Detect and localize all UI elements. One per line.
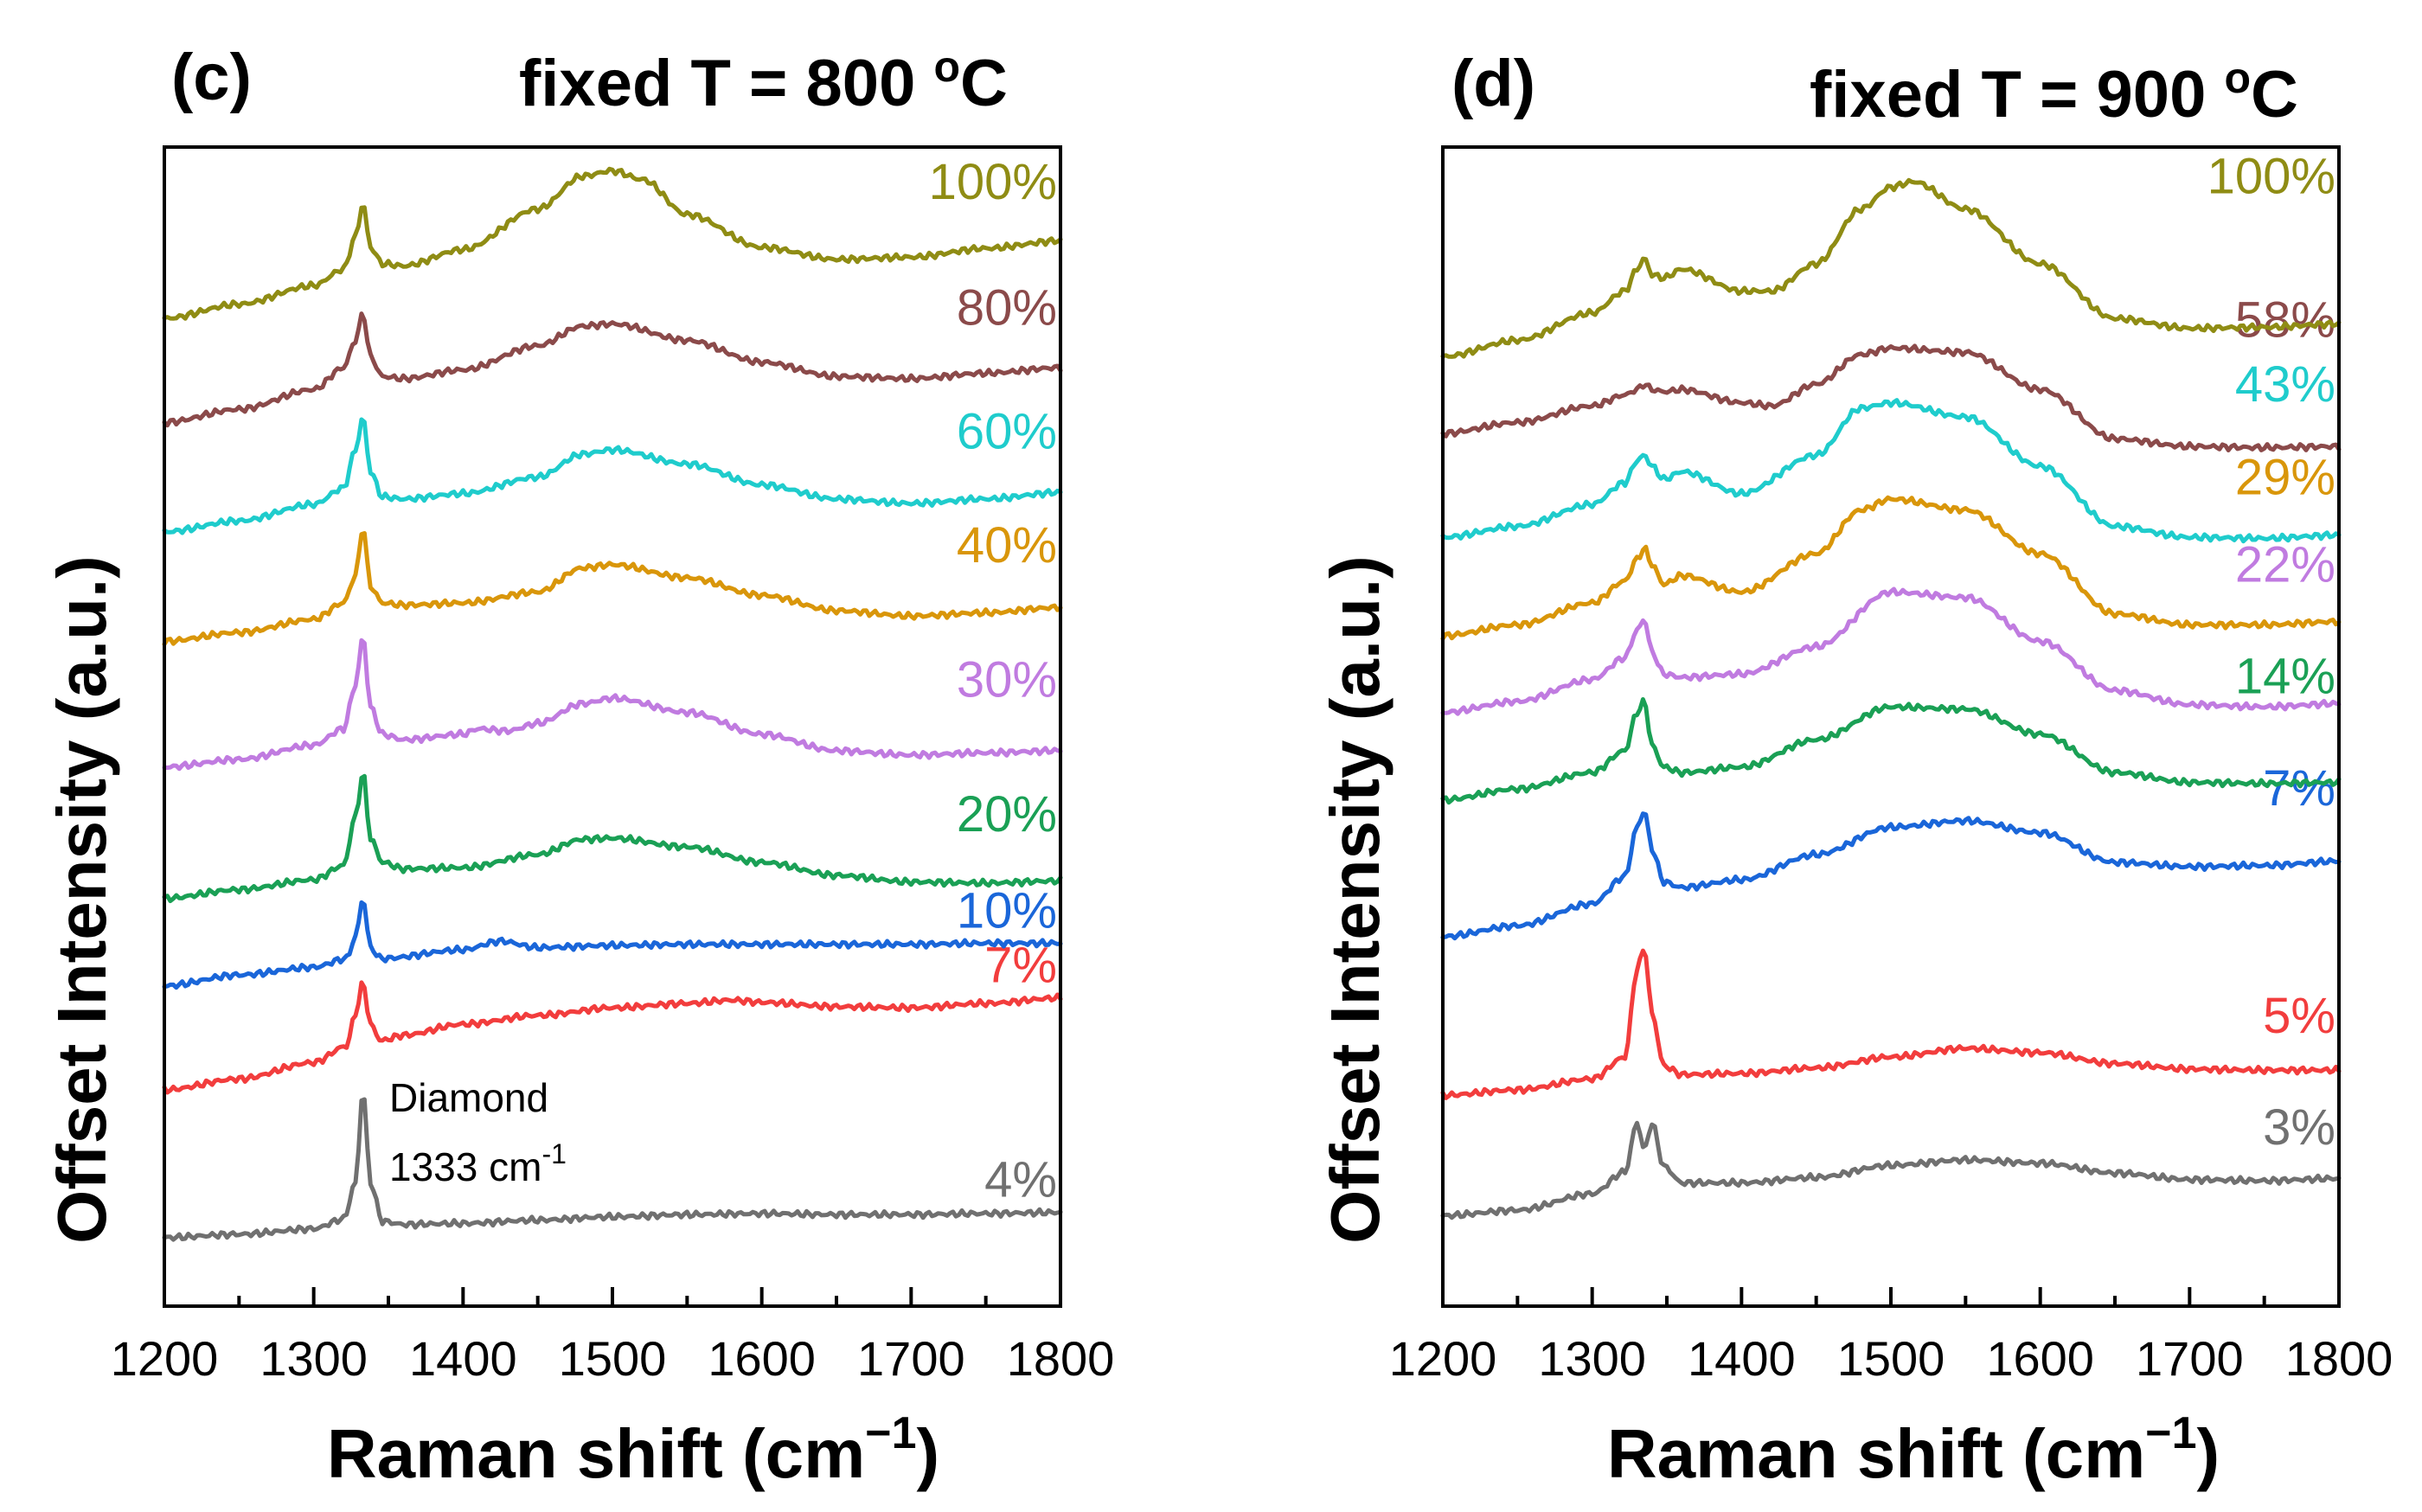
panel-d-ylabel: Offset Intensity (a.u.) (1317, 555, 1394, 1244)
panel-d-xlabel-base: Raman shift (cm (1607, 1415, 2145, 1492)
panel-c-series-line (162, 773, 1063, 904)
panel-d-title-prefix: fixed T = 900 (1810, 58, 2224, 131)
panel-c-ylabel: Offset Intensity (a.u.) (43, 555, 120, 1244)
panel-c-series-line (162, 531, 1063, 647)
panel-d-xtick-label: 1200 (1389, 1331, 1497, 1386)
panel-c: (c) fixed T = 800 oC Offset Intensity (a… (43, 41, 1114, 1492)
panel-d-xtick-label: 1700 (2136, 1331, 2244, 1386)
panel-c-series-label: 80% (957, 279, 1057, 336)
panel-c-series-label: 100% (929, 154, 1057, 210)
panel-d-series-line (1440, 948, 2342, 1100)
panel-c-series-line (162, 1097, 1063, 1242)
panel-d-xtick-label: 1600 (1986, 1331, 2094, 1386)
panel-c-xtick-label: 1200 (111, 1331, 219, 1386)
panel-c-xtick-label: 1600 (708, 1331, 816, 1386)
panel-d-xlabel-close: ) (2197, 1415, 2220, 1492)
panel-c-series-line (162, 166, 1063, 321)
panel-d-series-line (1440, 177, 2342, 359)
panel-c-series-label: 20% (957, 786, 1057, 842)
panel-d-xlabel: Raman shift (cm−1) (1607, 1408, 2220, 1492)
panel-c-frame (163, 145, 1062, 1308)
panel-d-series-label: 3% (2263, 1099, 2336, 1156)
panel-c-series-label: 30% (957, 652, 1057, 708)
panel-c-series-line (162, 900, 1063, 990)
panel-c-xtick-label: 1300 (260, 1331, 368, 1386)
panel-d-series-label: 100% (2207, 149, 2336, 205)
panel-c-series-line (162, 637, 1063, 772)
panel-d-series-group: 3% 5% 7% 14% 22% 29% 43% 58% 100% (1440, 149, 2342, 1220)
panel-d-series-line (1440, 398, 2342, 544)
panel-c-xlabel-close: ) (917, 1415, 940, 1492)
panel-d-series-line (1440, 697, 2342, 805)
panel-d-title: fixed T = 900 oC (1810, 54, 2298, 131)
diamond-annotation-wavenumber: 1333 cm (389, 1144, 541, 1189)
panel-c-xtick-label: 1800 (1007, 1331, 1115, 1386)
panel-d-series-label: 43% (2235, 356, 2336, 413)
panel-c-xtick-label: 1700 (857, 1331, 965, 1386)
panel-d-series-label: 29% (2235, 450, 2336, 506)
panel-c-title-degree: o (933, 42, 960, 91)
panel-c-series-line (162, 311, 1063, 428)
panel-c-series-label: 40% (957, 517, 1057, 573)
panel-d-xtick-label: 1400 (1688, 1331, 1796, 1386)
panel-d-series-label: 22% (2235, 537, 2336, 593)
panel-c-xtick-label: 1500 (559, 1331, 667, 1386)
panel-c-series-label: 60% (957, 403, 1057, 459)
panel-c-title-prefix: fixed T = 800 (519, 47, 933, 120)
panel-c-letter: (c) (171, 41, 252, 114)
panel-d-xtick-label: 1800 (2285, 1331, 2393, 1386)
diamond-annotation-line1: Diamond (389, 1075, 548, 1120)
panel-d-series-label: 7% (2263, 760, 2336, 817)
panel-d-series-label: 14% (2235, 649, 2336, 705)
panel-d-xlabel-sup: −1 (2145, 1408, 2196, 1458)
panel-d-x-axis: 1200 1300 1400 1500 1600 1700 1800 (1389, 1287, 2393, 1386)
panel-c-xlabel-base: Raman shift (cm (327, 1415, 865, 1492)
panel-c-title-unit: C (960, 47, 1008, 120)
panel-d-xtick-label: 1300 (1538, 1331, 1646, 1386)
panel-d-series-line (1440, 811, 2342, 941)
panel-d-title-unit: C (2251, 58, 2298, 131)
panel-d-letter: (d) (1451, 47, 1535, 120)
panel-d-frame (1441, 145, 2341, 1308)
panel-c-series-line (162, 980, 1063, 1095)
panel-d-series-line (1440, 586, 2342, 716)
panel-d-series-line (1440, 343, 2342, 452)
panel-d-title-degree: o (2224, 54, 2251, 102)
panel-d-series-label: 58% (2235, 292, 2336, 348)
diamond-annotation-sup: -1 (541, 1138, 566, 1169)
panel-d-series-line (1440, 1120, 2342, 1220)
panel-c-series-label: 4% (984, 1152, 1057, 1208)
panel-c-series-label: 10% (957, 882, 1057, 939)
panel-c-x-axis: 1200 1300 1400 1500 1600 1700 1800 (111, 1287, 1115, 1386)
panel-c-xtick-label: 1400 (409, 1331, 517, 1386)
panel-d-series-line (1440, 495, 2342, 641)
panel-d-xtick-label: 1500 (1837, 1331, 1945, 1386)
diamond-annotation-line2: 1333 cm-1 (389, 1138, 567, 1189)
panel-d: (d) fixed T = 900 oC Offset Intensity (a… (1317, 47, 2393, 1492)
panel-c-series-group: 4%7%10%20%30%40%60%80%100% (162, 154, 1063, 1242)
panel-c-xlabel: Raman shift (cm−1) (327, 1408, 939, 1492)
panel-d-series-label: 5% (2263, 988, 2336, 1044)
panel-c-series-line (162, 417, 1063, 535)
panel-c-xlabel-sup: −1 (865, 1408, 916, 1458)
panel-c-title: fixed T = 800 oC (519, 42, 1008, 120)
